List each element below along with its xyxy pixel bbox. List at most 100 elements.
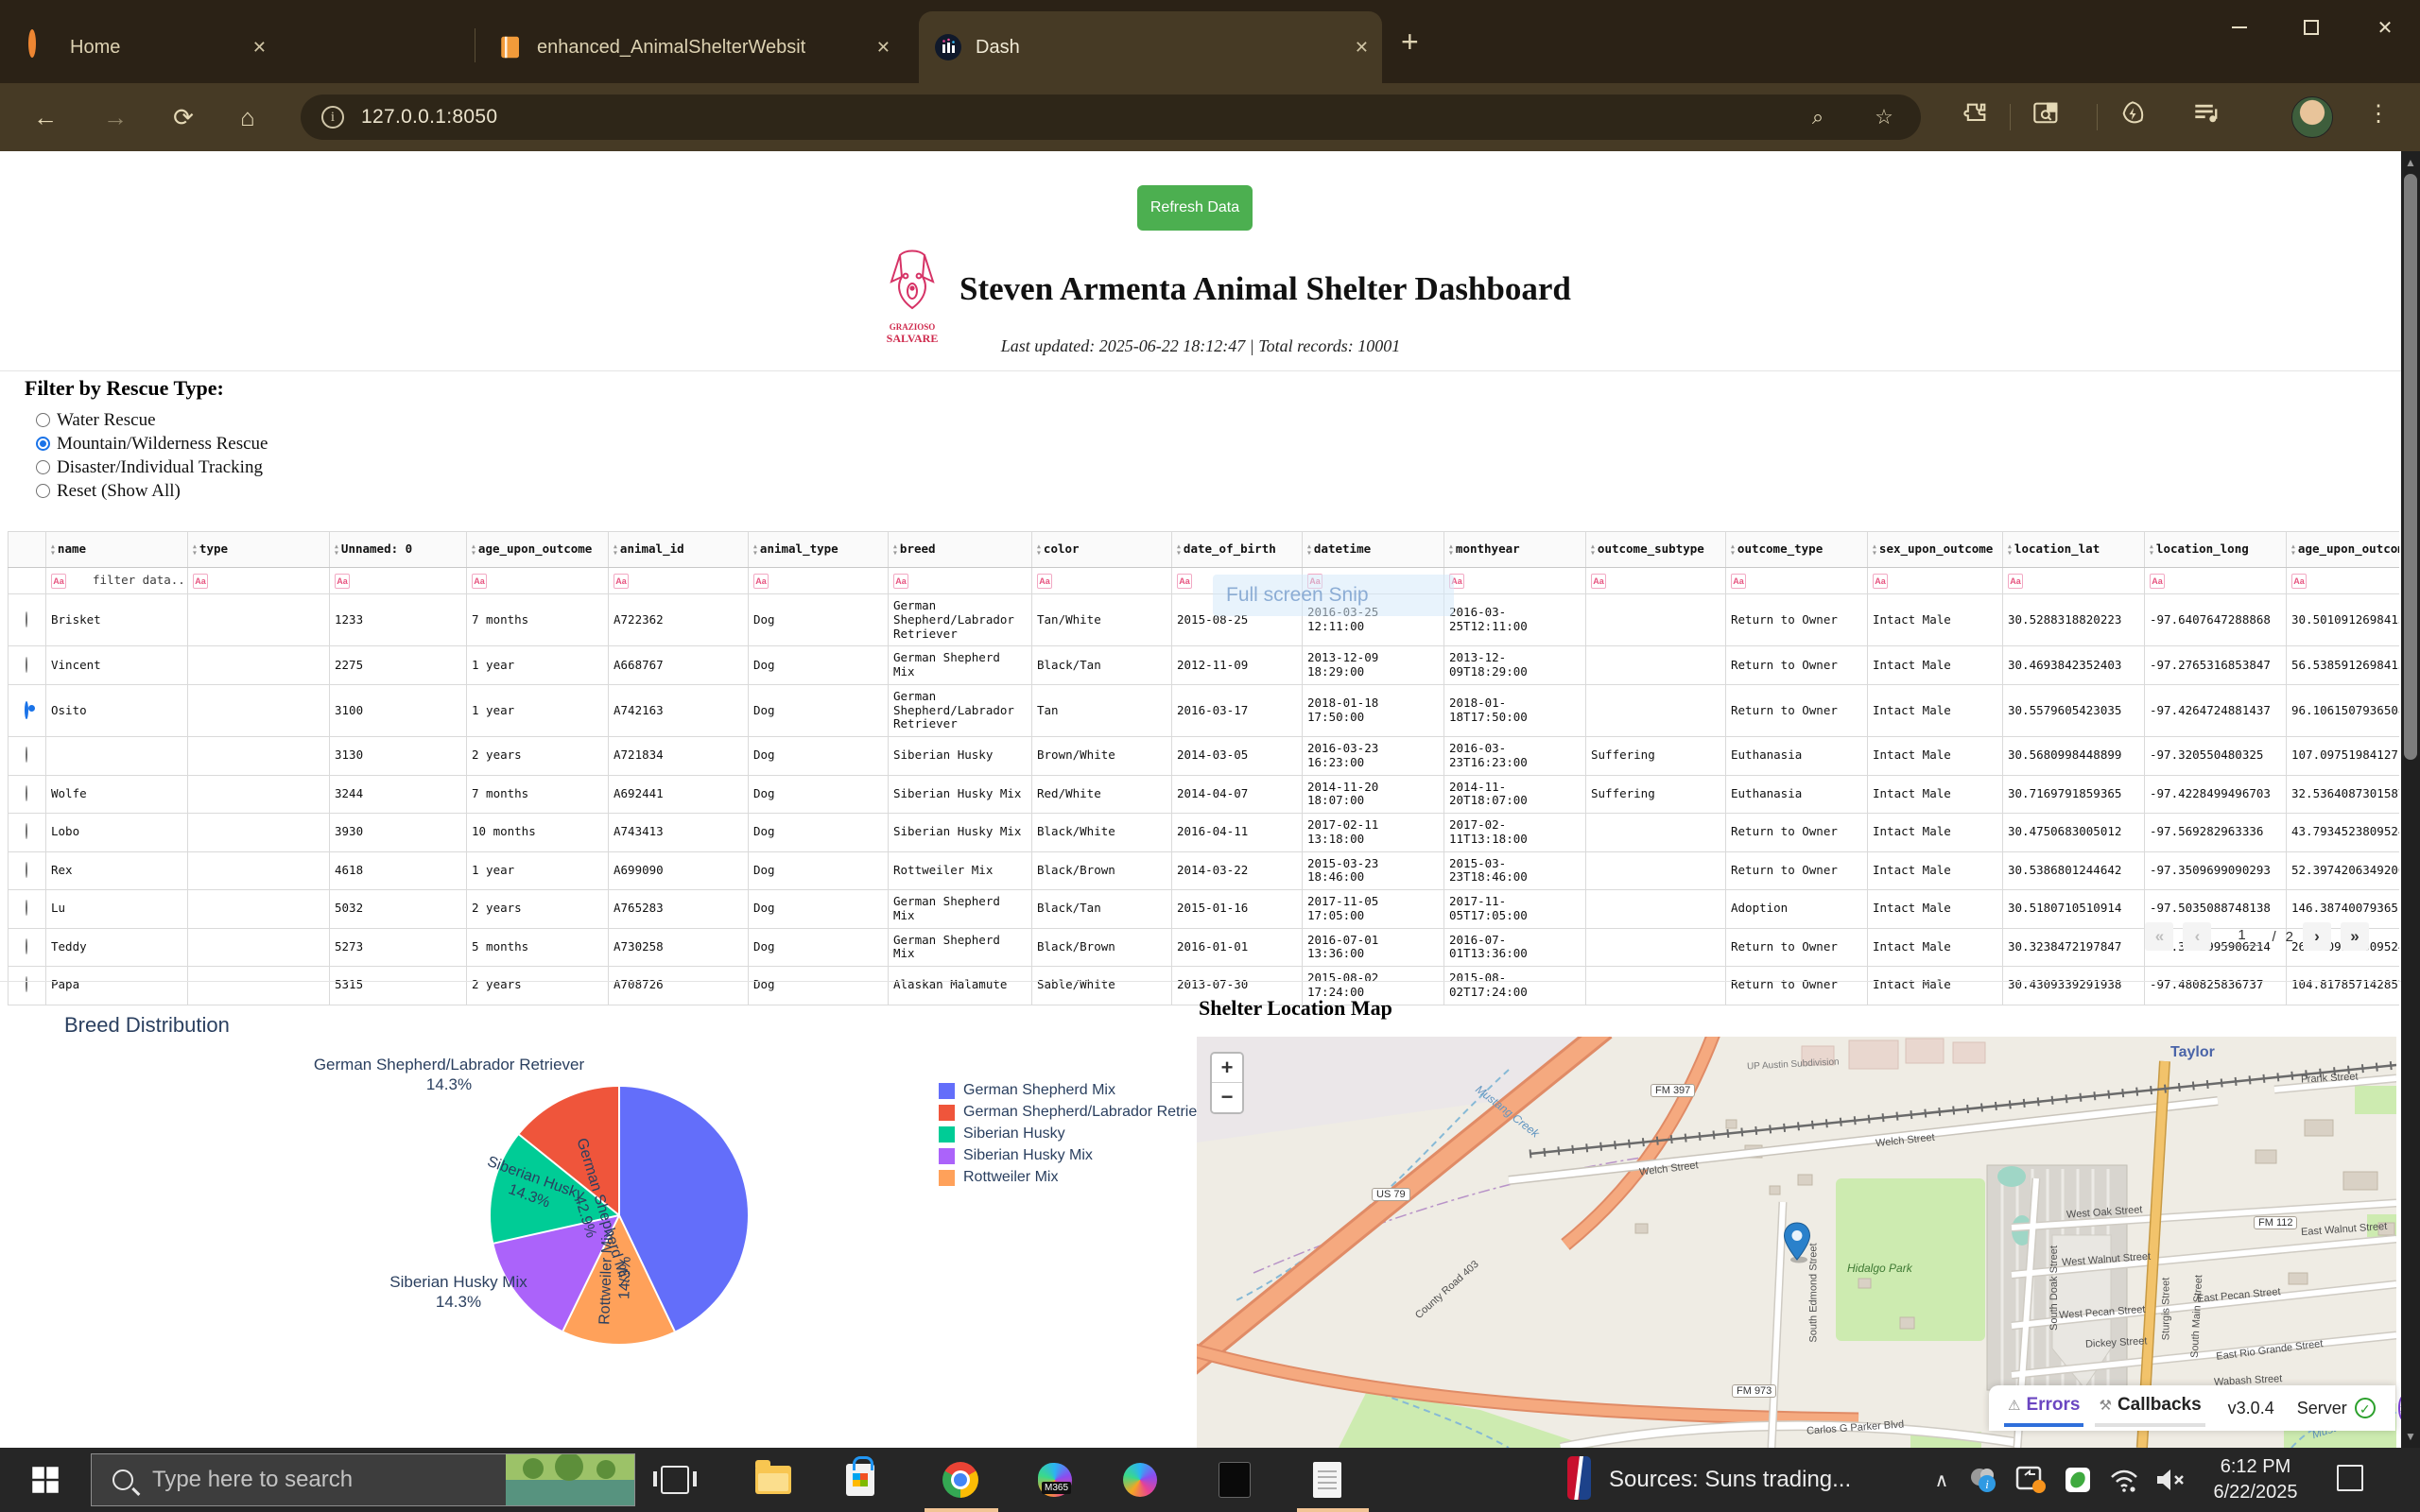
- news-widget-icon[interactable]: [1558, 1456, 1599, 1500]
- radio-button-icon[interactable]: [36, 437, 50, 451]
- first-page-button[interactable]: «: [2145, 922, 2174, 951]
- microsoft-store-button[interactable]: [839, 1456, 881, 1501]
- window-minimize-button[interactable]: [2204, 0, 2274, 55]
- column-header[interactable]: ▲ ▼ outcome_subtype: [1585, 531, 1726, 568]
- legend-item[interactable]: German Shepherd/Labrador Retriever: [939, 1103, 1218, 1122]
- column-filter-input[interactable]: Aa: [2144, 567, 2287, 594]
- reload-icon[interactable]: ⟳: [173, 103, 194, 131]
- map-zoom-out-button[interactable]: −: [1212, 1083, 1242, 1112]
- shelter-map-marker[interactable]: [1783, 1222, 1811, 1263]
- map-zoom-in-button[interactable]: +: [1212, 1054, 1242, 1083]
- start-button[interactable]: [0, 1448, 91, 1512]
- row-select-radio[interactable]: [26, 937, 27, 954]
- file-explorer-button[interactable]: [752, 1459, 794, 1501]
- column-header[interactable]: ▲ ▼ sex_upon_outcome: [1867, 531, 2003, 568]
- news-ticker[interactable]: Sources: Suns trading...: [1609, 1467, 1852, 1492]
- window-maximize-button[interactable]: [2276, 0, 2346, 55]
- column-header[interactable]: ▲ ▼ Unnamed: 0: [329, 531, 467, 568]
- column-filter-input[interactable]: Aa: [1725, 567, 1868, 594]
- case-sensitivity-toggle-icon[interactable]: Aa: [893, 573, 908, 589]
- tab-close-icon[interactable]: ✕: [251, 37, 267, 57]
- address-bar[interactable]: i 127.0.0.1:8050 ⌕ ☆: [301, 94, 1921, 140]
- notepad-button[interactable]: [1306, 1459, 1348, 1501]
- row-select-radio[interactable]: [26, 823, 27, 840]
- scroll-up-arrow[interactable]: ▲: [2405, 156, 2416, 169]
- case-sensitivity-toggle-icon[interactable]: Aa: [2008, 573, 2023, 589]
- bookmark-star-icon[interactable]: ☆: [1875, 105, 1893, 129]
- column-header[interactable]: ▲▼age_upon_outcome_in_weeks: [2286, 531, 2399, 568]
- action-center-icon[interactable]: [2337, 1465, 2363, 1491]
- column-filter-input[interactable]: Aa: [329, 567, 467, 594]
- case-sensitivity-toggle-icon[interactable]: Aa: [1873, 573, 1888, 589]
- tab-home[interactable]: Home ✕: [13, 11, 280, 83]
- scroll-down-arrow[interactable]: ▼: [2405, 1430, 2416, 1443]
- rescue-type-option[interactable]: Disaster/Individual Tracking: [36, 455, 268, 479]
- sort-icon[interactable]: ▲ ▼: [1591, 541, 1595, 557]
- row-select-radio[interactable]: [26, 900, 27, 917]
- tab-notebook[interactable]: enhanced_AnimalShelterWebsit ✕: [480, 11, 904, 83]
- forward-icon[interactable]: →: [103, 103, 128, 131]
- column-filter-input[interactable]: Aa: [1585, 567, 1726, 594]
- sort-icon[interactable]: ▲ ▼: [2008, 541, 2012, 557]
- sort-icon[interactable]: ▲ ▼: [472, 541, 475, 557]
- sort-icon[interactable]: ▲ ▼: [1307, 541, 1311, 557]
- row-select-radio[interactable]: [26, 784, 27, 801]
- column-header[interactable]: ▲ ▼ color: [1031, 531, 1172, 568]
- current-page-input[interactable]: 1: [2221, 927, 2263, 946]
- column-filter-input[interactable]: Aa: [187, 567, 330, 594]
- rescue-type-option[interactable]: Mountain/Wilderness Rescue: [36, 432, 268, 455]
- sort-icon[interactable]: ▲ ▼: [193, 541, 197, 557]
- radio-button-icon[interactable]: [36, 413, 50, 427]
- legend-item[interactable]: Rottweiler Mix: [939, 1168, 1218, 1187]
- battery-saver-icon[interactable]: [2057, 1448, 2099, 1512]
- scrollbar-thumb[interactable]: [2404, 174, 2417, 760]
- case-sensitivity-toggle-icon[interactable]: Aa: [614, 573, 629, 589]
- debug-errors-tab[interactable]: ⚠ Errors: [2004, 1389, 2084, 1427]
- column-filter-input[interactable]: Aa: [466, 567, 609, 594]
- extensions-icon[interactable]: [1962, 100, 1989, 133]
- volume-muted-icon[interactable]: [2148, 1448, 2193, 1512]
- column-header[interactable]: ▲ ▼ animal_type: [748, 531, 889, 568]
- case-sensitivity-toggle-icon[interactable]: Aa: [335, 573, 350, 589]
- column-header[interactable]: ▲ ▼ animal_id: [608, 531, 749, 568]
- sort-icon[interactable]: ▲ ▼: [1449, 541, 1453, 557]
- tab-close-icon[interactable]: ✕: [875, 37, 890, 57]
- case-sensitivity-toggle-icon[interactable]: Aa: [753, 573, 769, 589]
- case-sensitivity-toggle-icon[interactable]: Aa: [472, 573, 487, 589]
- column-filter-input[interactable]: Aa: [1443, 567, 1586, 594]
- search-daily-image[interactable]: [506, 1454, 634, 1505]
- taskbar-clock[interactable]: 6:12 PM 6/22/2025: [2203, 1448, 2308, 1512]
- case-sensitivity-toggle-icon[interactable]: Aa: [2150, 573, 2165, 589]
- column-header[interactable]: ▲ ▼ breed: [888, 531, 1032, 568]
- new-tab-button[interactable]: +: [1401, 25, 1419, 59]
- column-header[interactable]: ▲ ▼ monthyear: [1443, 531, 1586, 568]
- case-sensitivity-toggle-icon[interactable]: Aa: [1731, 573, 1746, 589]
- case-sensitivity-toggle-icon[interactable]: Aa: [2291, 573, 2307, 589]
- legend-item[interactable]: Siberian Husky Mix: [939, 1146, 1218, 1165]
- column-filter-input[interactable]: Aa: [1867, 567, 2003, 594]
- case-sensitivity-toggle-icon[interactable]: Aa: [1591, 573, 1606, 589]
- profile-avatar[interactable]: [2291, 96, 2333, 138]
- performance-leaf-icon[interactable]: [2119, 100, 2146, 133]
- column-filter-input[interactable]: Aa: [748, 567, 889, 594]
- column-header[interactable]: ▲ ▼ location_long: [2144, 531, 2287, 568]
- sort-icon[interactable]: ▲ ▼: [893, 541, 897, 557]
- onedrive-info-icon[interactable]: i: [1962, 1448, 2004, 1512]
- column-header[interactable]: ▲ ▼ age_upon_outcome: [466, 531, 609, 568]
- sort-icon[interactable]: ▲ ▼: [1177, 541, 1181, 557]
- legend-item[interactable]: German Shepherd Mix: [939, 1081, 1218, 1100]
- refresh-data-button[interactable]: Refresh Data: [1137, 185, 1253, 231]
- column-header[interactable]: ▲ ▼ date_of_birth: [1171, 531, 1303, 568]
- column-filter-input[interactable]: Aa: [1031, 567, 1172, 594]
- rescue-type-option[interactable]: Water Rescue: [36, 408, 268, 432]
- column-filter-input[interactable]: Aa: [2286, 567, 2399, 594]
- next-page-button[interactable]: ›: [2303, 922, 2331, 951]
- sort-icon[interactable]: ▲ ▼: [753, 541, 757, 557]
- page-scrollbar[interactable]: ▲ ▼: [2401, 151, 2420, 1448]
- task-view-button[interactable]: [653, 1459, 697, 1501]
- sort-icon[interactable]: ▲ ▼: [1873, 541, 1876, 557]
- side-panel-search-icon[interactable]: [2032, 100, 2061, 133]
- column-header[interactable]: ▲ ▼ datetime: [1302, 531, 1444, 568]
- sort-icon[interactable]: ▲ ▼: [614, 541, 617, 557]
- terminal-window-button[interactable]: [1214, 1459, 1255, 1501]
